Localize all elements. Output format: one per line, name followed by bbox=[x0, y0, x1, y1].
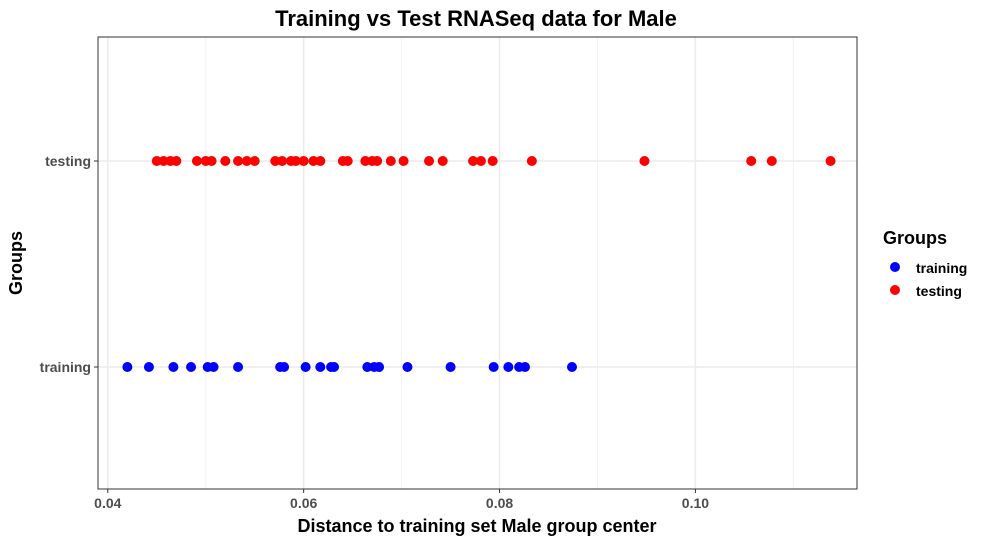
data-point-training bbox=[488, 362, 499, 372]
data-point-training bbox=[122, 362, 133, 372]
grid-lines bbox=[98, 37, 857, 489]
data-point-testing bbox=[206, 156, 217, 166]
data-point-testing bbox=[171, 156, 182, 166]
data-point-testing bbox=[315, 156, 326, 166]
legend-key-testing bbox=[890, 285, 900, 295]
data-point-testing bbox=[746, 156, 757, 166]
x-axis: 0.04 0.06 0.08 0.10 bbox=[94, 489, 709, 511]
data-point-testing bbox=[372, 156, 383, 166]
chart-title: Training vs Test RNASeq data for Male bbox=[275, 6, 677, 31]
data-point-testing bbox=[241, 156, 252, 166]
data-point-training bbox=[315, 362, 326, 372]
data-point-testing bbox=[385, 156, 396, 166]
data-point-testing bbox=[233, 156, 244, 166]
data-point-testing bbox=[487, 156, 498, 166]
y-tick-label: testing bbox=[45, 153, 91, 169]
data-point-training bbox=[567, 362, 578, 372]
y-axis: training testing bbox=[40, 153, 98, 375]
legend-key-training bbox=[890, 262, 900, 272]
data-point-testing bbox=[290, 156, 301, 166]
data-point-training bbox=[168, 362, 179, 372]
data-point-testing bbox=[191, 156, 202, 166]
data-point-training bbox=[402, 362, 413, 372]
data-point-training bbox=[186, 362, 197, 372]
data-point-training bbox=[233, 362, 244, 372]
data-point-testing bbox=[270, 156, 281, 166]
data-point-testing bbox=[342, 156, 353, 166]
data-point-testing bbox=[249, 156, 260, 166]
x-tick-label: 0.06 bbox=[290, 495, 317, 511]
y-tick-label: training bbox=[40, 359, 91, 375]
data-point-testing bbox=[398, 156, 409, 166]
data-point-testing bbox=[298, 156, 309, 166]
data-point-testing bbox=[308, 156, 319, 166]
data-point-training bbox=[445, 362, 456, 372]
data-point-training bbox=[519, 362, 530, 372]
data-point-training bbox=[374, 362, 385, 372]
data-point-training bbox=[503, 362, 514, 372]
plot-border bbox=[97, 36, 858, 490]
data-point-training bbox=[300, 362, 311, 372]
x-tick-label: 0.08 bbox=[486, 495, 513, 511]
data-point-testing bbox=[766, 156, 777, 166]
legend-label-training: training bbox=[916, 260, 967, 276]
x-tick-label: 0.10 bbox=[682, 495, 709, 511]
x-tick-label: 0.04 bbox=[94, 495, 121, 511]
y-axis-title: Groups bbox=[6, 231, 26, 295]
data-point-training bbox=[208, 362, 219, 372]
data-point-testing bbox=[475, 156, 486, 166]
legend: Groups training testing bbox=[883, 228, 967, 299]
data-point-testing bbox=[360, 156, 371, 166]
legend-title: Groups bbox=[883, 228, 947, 248]
data-point-training bbox=[143, 362, 154, 372]
data-point-testing bbox=[526, 156, 537, 166]
x-axis-title: Distance to training set Male group cent… bbox=[297, 516, 656, 536]
data-point-testing bbox=[639, 156, 650, 166]
data-point-testing bbox=[220, 156, 231, 166]
data-point-testing bbox=[468, 156, 479, 166]
data-points bbox=[122, 156, 836, 372]
data-point-testing bbox=[424, 156, 435, 166]
data-point-testing bbox=[825, 156, 836, 166]
data-point-training bbox=[362, 362, 373, 372]
legend-label-testing: testing bbox=[916, 283, 962, 299]
data-point-testing bbox=[158, 156, 169, 166]
data-point-training bbox=[279, 362, 290, 372]
data-point-testing bbox=[437, 156, 448, 166]
data-point-testing bbox=[277, 156, 288, 166]
plot-panel bbox=[98, 37, 857, 489]
data-point-testing bbox=[151, 156, 162, 166]
data-point-training bbox=[329, 362, 340, 372]
legend-items: training testing bbox=[890, 260, 967, 299]
